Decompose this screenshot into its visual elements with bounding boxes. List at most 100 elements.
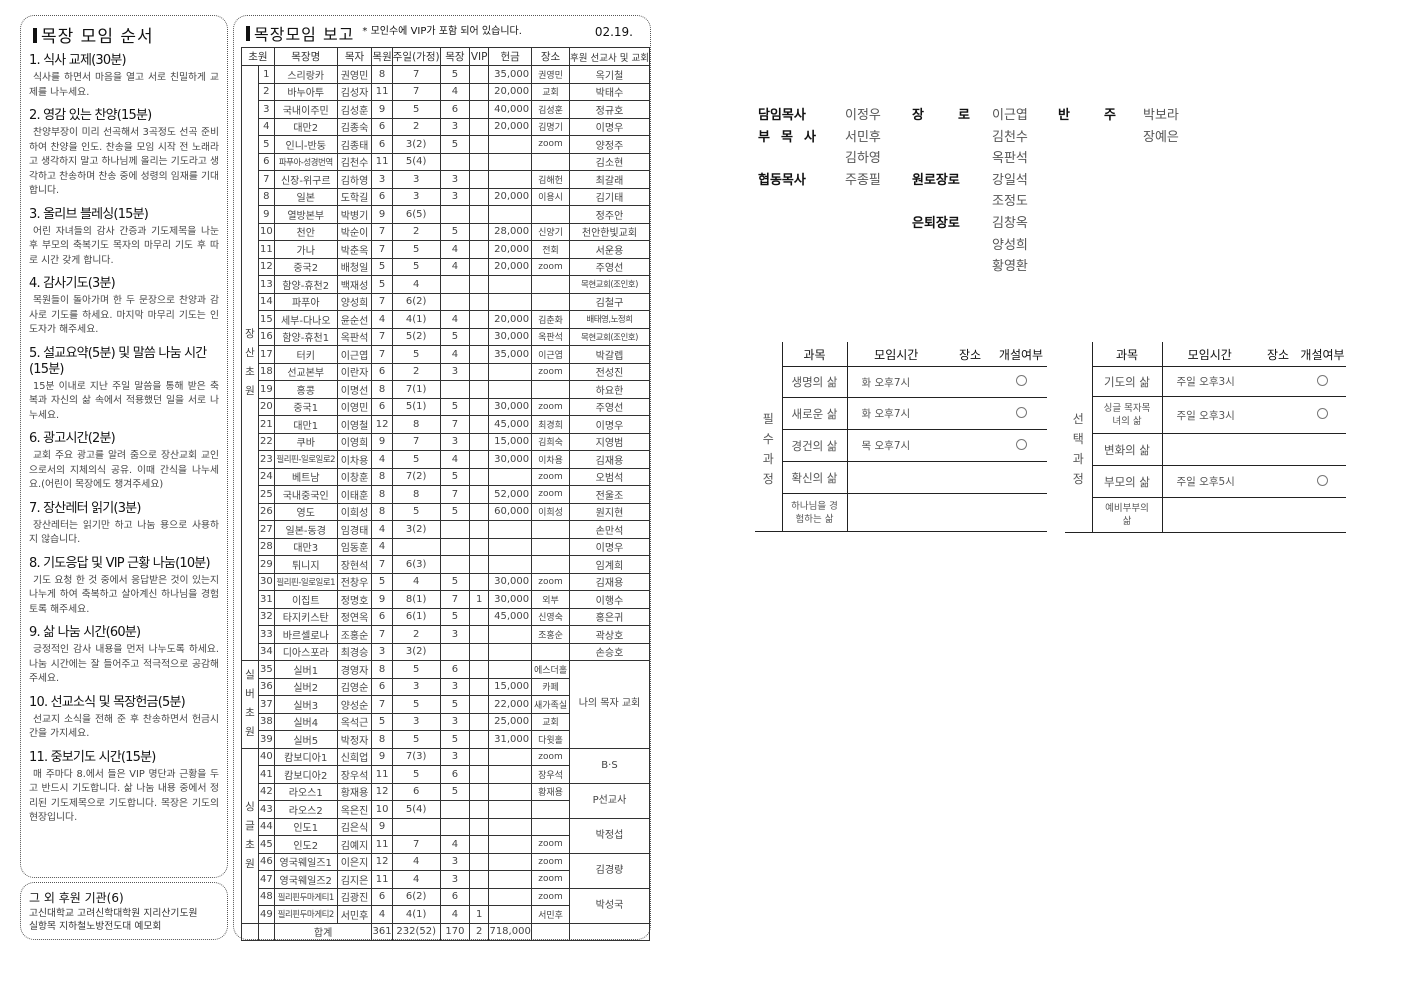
cell-number: 49 — [257, 905, 275, 924]
offering: 30,000 — [488, 397, 533, 416]
cell-number: 36 — [257, 677, 275, 696]
cell-number: 20 — [257, 397, 275, 416]
offering — [488, 152, 533, 171]
place: 전회 — [531, 240, 570, 259]
cell-attendance: 5 — [439, 327, 471, 346]
cell-attendance: 6 — [439, 887, 471, 906]
members: 7 — [371, 345, 393, 364]
staff-name: 장예은 — [1143, 129, 1179, 145]
vip-count — [469, 450, 490, 469]
meeting-order-item: 6. 광고시간(2분) 교회 주요 광고를 알려 줌으로 장산교회 교인으로서의 … — [29, 431, 219, 493]
sunday-attendance: 7(1) — [391, 380, 441, 399]
cell-name: 터키 — [273, 345, 338, 364]
cell-number: 46 — [257, 852, 275, 871]
offering — [488, 905, 533, 924]
offering: 45,000 — [488, 607, 533, 626]
sunday-attendance: 5(4) — [391, 152, 441, 171]
meeting-order-item: 4. 감사기도(3분) 목원들이 돌아가며 한 두 문장으로 찬양과 감사로 기도… — [29, 276, 219, 338]
cell-number: 43 — [257, 800, 275, 819]
members: 11 — [371, 82, 393, 101]
cell-attendance: 3 — [439, 625, 471, 644]
table-row: 21 대만1 이영철 12 8 7 45,000 최경희 이명우 — [242, 415, 651, 434]
table-row: 34 디아스포라 최경승 3 3(2) 손승호 — [242, 642, 651, 661]
cell-name: 실버4 — [273, 712, 338, 731]
cell-number: 41 — [257, 765, 275, 784]
cell-name: 라오스1 — [273, 782, 338, 801]
offering: 20,000 — [488, 187, 533, 206]
cell-number: 12 — [257, 257, 275, 276]
table-row: 4 대만2 김종숙 6 2 3 20,000 김명기 이명우 — [242, 117, 651, 136]
cell-number: 9 — [257, 205, 275, 224]
members: 7 — [371, 240, 393, 259]
sunday-attendance: 6(3) — [391, 555, 441, 574]
members: 8 — [371, 485, 393, 504]
offering — [488, 292, 533, 311]
members: 4 — [371, 520, 393, 539]
cell-name: 천안 — [273, 222, 338, 241]
course-open-status — [995, 461, 1047, 494]
vip-count — [469, 852, 490, 871]
cell-name: 실버1 — [273, 660, 338, 679]
sunday-attendance: 5(2) — [391, 327, 441, 346]
total-empty — [241, 922, 259, 941]
offering — [488, 835, 533, 854]
members: 9 — [371, 747, 393, 766]
cell-name: 필리핀두마게티2 — [273, 905, 338, 924]
vip-count — [469, 800, 490, 819]
course-row: 싱글 목자목녀의 삶 주일 오후3시 — [1065, 396, 1346, 434]
cell-number: 26 — [257, 502, 275, 521]
sunday-attendance: 5 — [391, 257, 441, 276]
table-row: 24 베트남 이창훈 8 7(2) 5 zoom 오범석 — [242, 467, 651, 486]
sunday-attendance: 5 — [391, 345, 441, 364]
place: 황재용 — [531, 782, 570, 801]
course-open-status — [1299, 396, 1346, 434]
supporter: 김재용 — [568, 572, 651, 591]
course-place — [1257, 497, 1299, 533]
course-open-status — [1299, 465, 1346, 498]
cell-name: 국내이주민 — [273, 100, 338, 119]
table-row: 25 국내중국인 이태훈 8 8 7 52,000 zoom 전울조 — [242, 485, 651, 504]
leader: 김은식 — [336, 817, 373, 836]
cell-name: 인도1 — [273, 817, 338, 836]
meeting-order-description: 기도 요청 한 것 중에서 응답받은 것이 있는지 나누게 하여 축복하고 살아… — [29, 574, 219, 615]
course-header-blank — [1065, 342, 1093, 367]
vip-count — [469, 82, 490, 101]
offering: 20,000 — [488, 257, 533, 276]
vip-count — [469, 205, 490, 224]
cell-name: 신장-위구르 — [273, 170, 338, 189]
sunday-attendance: 5 — [391, 502, 441, 521]
place: 외부 — [531, 590, 570, 609]
table-row: 33 바르셀로나 조홍순 7 2 3 조홍순 곽상호 — [242, 625, 651, 644]
meeting-order-title: 목장 모임 순서 — [33, 22, 219, 47]
members: 12 — [371, 782, 393, 801]
total-cell: 170 — [439, 922, 471, 941]
offering — [488, 747, 533, 766]
sunday-attendance: 2 — [391, 222, 441, 241]
members: 12 — [371, 415, 393, 434]
report-date: 02.19. — [594, 25, 633, 39]
course-place — [1257, 465, 1299, 498]
course-place — [1257, 433, 1299, 466]
offering: 30,000 — [488, 572, 533, 591]
meeting-order-description: 교회 주요 광고를 알려 줌으로 장산교회 교인으로서의 지체의식 공유. 이때… — [29, 450, 219, 490]
supporter: 하요한 — [568, 380, 651, 399]
members: 8 — [371, 660, 393, 679]
elective-courses-table: 과목 모임시간 장소 개설여부 선택과정 기도의 삶 주일 오후3시 싱글 목자목녀의 삶 주일… — [1065, 342, 1346, 533]
table-row: 3 국내이주민 김성훈 9 5 6 40,000 김성훈 정규호 — [242, 100, 651, 119]
cell-name: 스리랑카 — [273, 65, 338, 84]
cell-number: 45 — [257, 835, 275, 854]
cell-number: 15 — [257, 310, 275, 329]
meeting-order-description: 긍정적인 감사 내용을 먼저 나누도록 하세요. 나눔 시간에는 잘 들어주고 … — [29, 644, 219, 684]
cell-attendance: 5 — [439, 730, 471, 749]
cell-attendance — [439, 380, 471, 399]
cell-number: 31 — [257, 590, 275, 609]
vip-count — [469, 782, 490, 801]
cell-name: 영국웨일즈1 — [273, 852, 338, 871]
supporter: 이명우 — [568, 537, 651, 556]
report-title-text: 목장모임 보고 — [254, 25, 355, 44]
course-category-text: 필수과정 — [762, 411, 774, 486]
table-row: 27 일본-동경 임경태 4 3(2) 손만석 — [242, 520, 651, 539]
title-bar-icon — [246, 26, 250, 41]
course-place — [945, 493, 995, 532]
cell-name: 파푸아-성경번역 — [273, 152, 338, 171]
